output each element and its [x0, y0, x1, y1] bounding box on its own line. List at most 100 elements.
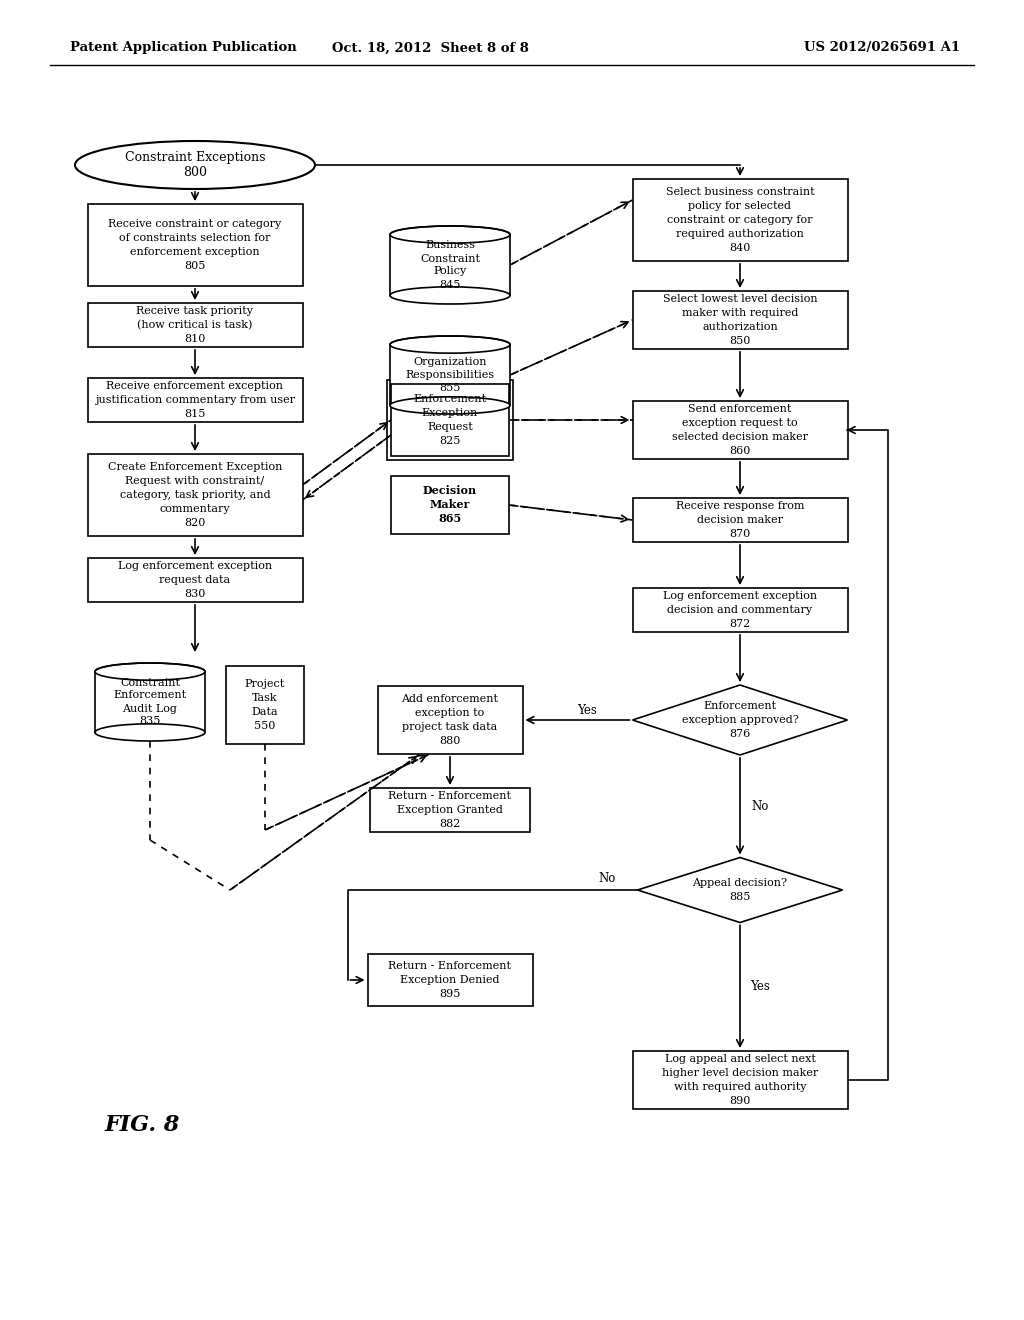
Text: justification commentary from user: justification commentary from user [95, 395, 295, 405]
Text: maker with required: maker with required [682, 308, 798, 318]
Text: decision maker: decision maker [697, 515, 783, 525]
Text: Log appeal and select next: Log appeal and select next [665, 1053, 815, 1064]
Text: required authorization: required authorization [676, 228, 804, 239]
Bar [390, 345, 510, 405]
Text: 850: 850 [729, 337, 751, 346]
Text: exception to: exception to [416, 708, 484, 718]
Bar [391, 477, 509, 535]
Ellipse shape [390, 337, 510, 354]
Text: commentary: commentary [160, 504, 230, 513]
Text: Select lowest level decision: Select lowest level decision [663, 294, 817, 304]
Text: Log enforcement exception: Log enforcement exception [118, 561, 272, 572]
Text: Add enforcement: Add enforcement [401, 694, 499, 704]
Text: Appeal decision?: Appeal decision? [692, 878, 787, 888]
Text: Send enforcement: Send enforcement [688, 404, 792, 414]
Bar [391, 384, 509, 455]
Text: enforcement exception: enforcement exception [130, 247, 260, 257]
Text: higher level decision maker: higher level decision maker [662, 1068, 818, 1078]
Text: 890: 890 [729, 1096, 751, 1106]
Text: Enforcement: Enforcement [414, 393, 486, 404]
Text: No: No [752, 800, 769, 813]
Text: 830: 830 [184, 589, 206, 599]
Text: 815: 815 [184, 409, 206, 418]
Text: US 2012/0265691 A1: US 2012/0265691 A1 [804, 41, 961, 54]
Text: policy for selected: policy for selected [688, 201, 792, 211]
Bar [378, 686, 522, 754]
Text: Yes: Yes [578, 704, 597, 717]
Bar [390, 235, 510, 296]
Ellipse shape [390, 226, 510, 243]
Bar [633, 401, 848, 459]
Text: Yes: Yes [750, 981, 770, 993]
Text: Maker: Maker [430, 499, 470, 511]
Text: Request: Request [427, 422, 473, 432]
Text: (how critical is task): (how critical is task) [137, 319, 253, 330]
Text: Select business constraint: Select business constraint [666, 187, 814, 197]
Text: Enforcement: Enforcement [114, 690, 186, 701]
Text: of constraints selection for: of constraints selection for [120, 234, 270, 243]
Text: Return - Enforcement: Return - Enforcement [388, 961, 512, 972]
Text: Receive response from: Receive response from [676, 502, 804, 511]
Text: Constraint: Constraint [420, 253, 480, 264]
Ellipse shape [390, 286, 510, 304]
Bar [87, 454, 302, 536]
Text: No: No [599, 871, 616, 884]
Text: Project: Project [245, 678, 285, 689]
Text: Business: Business [425, 240, 475, 251]
Text: Create Enforcement Exception: Create Enforcement Exception [108, 462, 283, 473]
Text: authorization: authorization [702, 322, 778, 333]
Text: request data: request data [160, 576, 230, 585]
Text: Receive enforcement exception: Receive enforcement exception [106, 381, 284, 391]
Bar [226, 667, 304, 744]
Text: Organization: Organization [414, 356, 486, 367]
Text: 800: 800 [183, 166, 207, 180]
Text: Oct. 18, 2012  Sheet 8 of 8: Oct. 18, 2012 Sheet 8 of 8 [332, 41, 528, 54]
Bar [87, 378, 302, 422]
Text: Constraint Exceptions: Constraint Exceptions [125, 150, 265, 164]
Bar [387, 380, 513, 459]
Text: with required authority: with required authority [674, 1082, 806, 1092]
Text: 876: 876 [729, 729, 751, 739]
Text: Log enforcement exception: Log enforcement exception [663, 591, 817, 601]
Text: Responsibilities: Responsibilities [406, 370, 495, 380]
Bar [633, 587, 848, 632]
Ellipse shape [95, 723, 205, 741]
Text: Enforcement: Enforcement [703, 701, 776, 711]
Bar [633, 180, 848, 261]
Bar [87, 205, 302, 286]
Text: exception approved?: exception approved? [682, 715, 799, 725]
Text: 845: 845 [439, 280, 461, 289]
Text: decision and commentary: decision and commentary [668, 605, 813, 615]
Polygon shape [638, 858, 843, 923]
Bar [633, 498, 848, 543]
Text: 880: 880 [439, 737, 461, 746]
Text: 550: 550 [254, 721, 275, 731]
Text: Exception: Exception [422, 408, 478, 418]
Text: Receive task priority: Receive task priority [136, 306, 254, 315]
Text: 855: 855 [439, 383, 461, 393]
Text: 885: 885 [729, 892, 751, 902]
Text: Exception Granted: Exception Granted [397, 805, 503, 814]
Text: Audit Log: Audit Log [123, 704, 177, 714]
Text: 895: 895 [439, 989, 461, 999]
Bar [95, 672, 205, 733]
Text: Constraint: Constraint [120, 677, 180, 688]
Bar [87, 558, 302, 602]
Text: 865: 865 [438, 513, 462, 524]
Text: 870: 870 [729, 529, 751, 539]
Text: 805: 805 [184, 261, 206, 271]
Text: 860: 860 [729, 446, 751, 455]
Bar [370, 788, 530, 832]
Text: 825: 825 [439, 436, 461, 446]
Text: 872: 872 [729, 619, 751, 630]
Bar [368, 954, 532, 1006]
Text: 882: 882 [439, 818, 461, 829]
Text: exception request to: exception request to [682, 418, 798, 428]
Text: constraint or category for: constraint or category for [668, 215, 813, 224]
Text: Patent Application Publication: Patent Application Publication [70, 41, 297, 54]
Ellipse shape [95, 663, 205, 680]
Text: Decision: Decision [423, 486, 477, 496]
Ellipse shape [75, 141, 315, 189]
Text: Return - Enforcement: Return - Enforcement [388, 791, 512, 801]
Text: selected decision maker: selected decision maker [672, 432, 808, 442]
